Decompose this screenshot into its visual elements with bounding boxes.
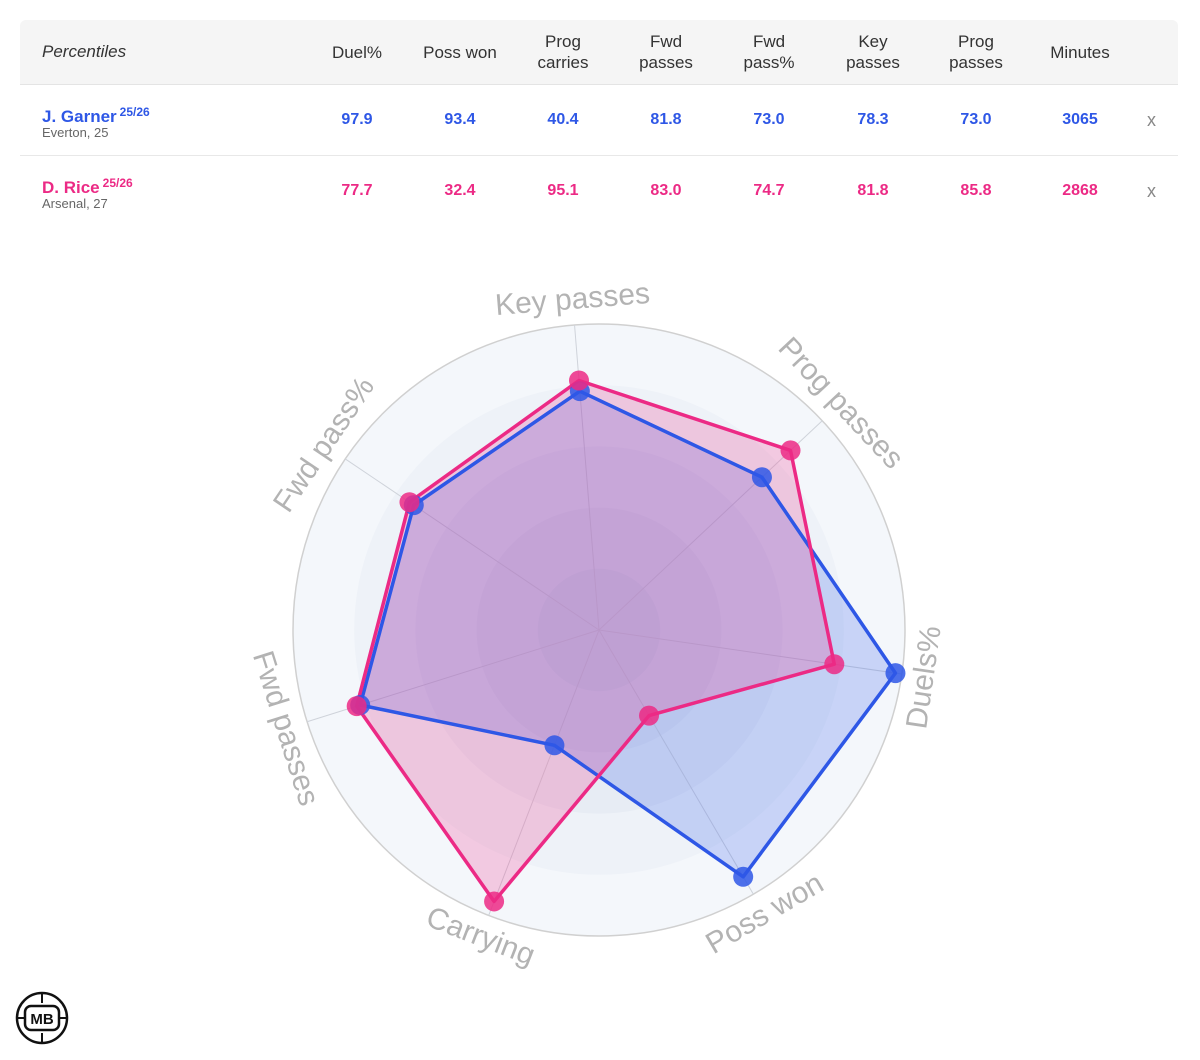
series-area (360, 391, 896, 877)
data-point (733, 866, 754, 887)
player-name[interactable]: J. Garner 25/26 (42, 105, 150, 126)
player-name[interactable]: D. Rice 25/26 (42, 176, 133, 197)
column-header[interactable]: Minutes (1050, 42, 1110, 62)
table-cell: 93.4 (444, 111, 476, 128)
data-point (399, 492, 420, 513)
mb-logo-icon: MB (15, 991, 69, 1045)
player-season: 25/26 (102, 176, 133, 190)
table-row: J. Garner 25/26 Everton, 25 97.9 93.4 40.… (20, 85, 1178, 156)
data-point (568, 370, 589, 391)
table-cell: 81.8 (857, 182, 889, 199)
table-cell: 3065 (1062, 111, 1098, 128)
table-cell: 78.3 (857, 111, 889, 128)
table-cell: 73.0 (753, 111, 785, 128)
table-cell: 95.1 (547, 182, 579, 199)
table-cell: 85.8 (960, 182, 992, 199)
column-header[interactable]: Key passes (846, 32, 900, 72)
axis-label: Duels% (900, 624, 948, 731)
column-header[interactable]: Fwd passes (639, 32, 693, 72)
table-cell: 83.0 (650, 182, 682, 199)
data-point (639, 705, 660, 726)
axis-spoke (598, 629, 902, 675)
series-area (356, 380, 835, 902)
table-cell: 74.7 (753, 182, 785, 199)
column-header[interactable]: Fwd pass% (743, 32, 795, 72)
table-row: D. Rice 25/26 Arsenal, 27 77.7 32.4 95.1 … (20, 156, 1178, 226)
data-point (885, 663, 906, 684)
column-header[interactable]: Duel% (331, 42, 383, 62)
logo-text: MB (30, 1011, 53, 1028)
table-cell: 32.4 (444, 182, 476, 199)
table-cell: 97.9 (341, 111, 373, 128)
column-header[interactable]: Poss won (423, 42, 497, 62)
table-cell: 40.4 (547, 111, 579, 128)
data-point (544, 735, 565, 756)
column-header[interactable]: Prog passes (949, 32, 1003, 72)
table-cell: 2868 (1062, 182, 1098, 199)
axis-spoke (488, 629, 600, 916)
data-point (346, 696, 367, 717)
data-point (484, 891, 505, 912)
axis-spoke (598, 629, 754, 895)
header-percentiles-label: Percentiles (42, 42, 127, 61)
table-cell: 81.8 (650, 111, 682, 128)
data-point (780, 440, 801, 461)
table-cell: 73.0 (960, 111, 992, 128)
data-point (751, 467, 772, 488)
player-club: Arsenal, 27 (42, 196, 108, 211)
column-header[interactable]: Prog carries (537, 32, 589, 72)
player-club: Everton, 25 (42, 125, 109, 140)
axis-label: Key passes (494, 277, 651, 322)
axis-spoke (344, 458, 600, 631)
percentiles-table: Percentiles Duel% Poss won Prog carries … (20, 20, 1178, 226)
remove-player-button[interactable]: x (1147, 181, 1156, 201)
series-line (354, 378, 837, 904)
player-season: 25/26 (119, 105, 150, 119)
table-header: Percentiles Duel% Poss won Prog carries … (20, 20, 1178, 85)
series-line (358, 389, 898, 879)
remove-player-button[interactable]: x (1147, 110, 1156, 130)
table-cell: 77.7 (341, 182, 373, 199)
data-point (824, 654, 845, 675)
